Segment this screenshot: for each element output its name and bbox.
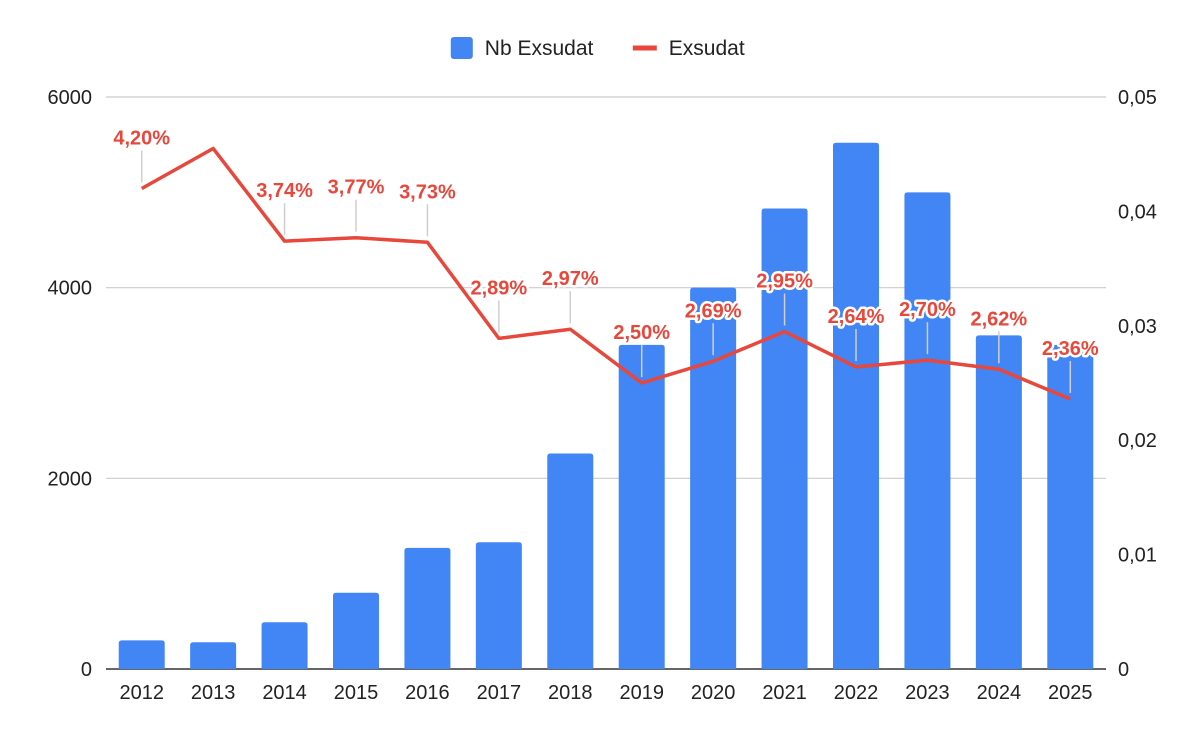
y-right-tick-label: 0,04 xyxy=(1118,201,1157,223)
x-tick-label: 2020 xyxy=(691,682,736,704)
bar xyxy=(761,208,808,670)
y-right-tick-label: 0,02 xyxy=(1118,430,1157,452)
bar xyxy=(833,142,879,669)
x-tick-label: 2023 xyxy=(905,682,950,704)
y-left-tick-label: 0 xyxy=(81,659,92,681)
data-label: 2,89% xyxy=(470,277,527,299)
bar xyxy=(547,453,594,669)
x-tick-label: 2017 xyxy=(477,682,522,704)
y-right-tick-label: 0,03 xyxy=(1118,316,1157,338)
x-tick-label: 2019 xyxy=(619,682,664,704)
data-label: 2,97% xyxy=(542,268,599,290)
y-right-tick-label: 0,01 xyxy=(1118,545,1157,567)
bar xyxy=(690,287,737,669)
series-line xyxy=(140,146,1071,401)
bar xyxy=(975,335,1022,669)
x-tick-label: 2016 xyxy=(405,682,450,704)
bar xyxy=(190,642,237,669)
x-tick-label: 2022 xyxy=(834,682,879,704)
bar xyxy=(261,622,308,669)
data-label: 2,70% xyxy=(899,299,956,321)
data-label: 2,50% xyxy=(613,322,670,344)
bar xyxy=(118,640,165,669)
data-label: 2,36% xyxy=(1042,338,1099,360)
axes: 0 2000 4000 6000 0 0,01 0,02 0,03 0,04 0,05 2012 20… xyxy=(48,87,1157,704)
legend-label-exsudat: Exsudat xyxy=(669,37,745,60)
data-label: 3,74% xyxy=(256,180,313,202)
legend-label-nb-exsudat: Nb Exsudat xyxy=(485,37,594,60)
bar-series-nb-exsudat xyxy=(118,142,1094,670)
data-labels: 4,20% 3,74% 3,77% 3,73% 2,89% 2,97% 2,50% 2,69%… xyxy=(111,125,1101,394)
data-label: 3,73% xyxy=(399,181,456,203)
y-left-tick-label: 4000 xyxy=(48,278,93,300)
legend: Nb Exsudat Exsudat xyxy=(450,37,745,60)
data-label: 4,20% xyxy=(113,128,170,150)
y-left-tick-label: 6000 xyxy=(48,87,93,109)
y-left-tick-label: 2000 xyxy=(48,468,93,490)
x-tick-label: 2012 xyxy=(119,682,164,704)
data-label: 3,77% xyxy=(328,177,385,199)
y-right-tick-label: 0,05 xyxy=(1118,87,1157,109)
x-tick-label: 2021 xyxy=(762,682,807,704)
y-right-tick-label: 0 xyxy=(1118,659,1129,681)
data-label: 2,95% xyxy=(756,271,813,293)
bar xyxy=(333,592,379,669)
bar xyxy=(404,547,451,669)
bar xyxy=(475,542,522,669)
x-tick-label: 2024 xyxy=(977,682,1022,704)
data-label: 2,64% xyxy=(828,306,885,328)
x-tick-label: 2014 xyxy=(262,682,307,704)
bar xyxy=(618,344,665,669)
line-series-exsudat xyxy=(140,146,1071,401)
bar xyxy=(904,192,951,670)
x-tick-label: 2025 xyxy=(1048,682,1093,704)
x-tick-label: 2015 xyxy=(334,682,379,704)
x-tick-label: 2018 xyxy=(548,682,593,704)
data-label: 2,62% xyxy=(970,308,1027,330)
x-tick-label: 2013 xyxy=(191,682,236,704)
legend-swatch-nb-exsudat xyxy=(450,37,473,59)
data-label: 2,69% xyxy=(685,300,742,322)
bar xyxy=(1047,344,1094,669)
